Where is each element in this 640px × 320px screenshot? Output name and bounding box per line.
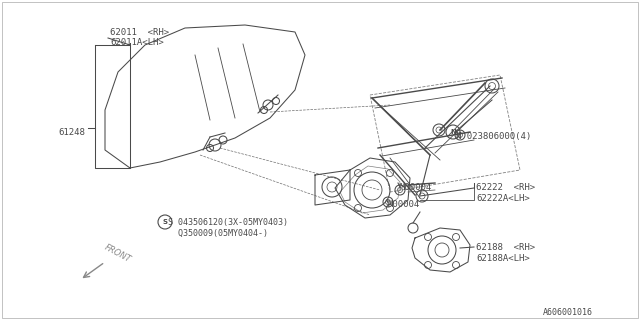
Text: N: N: [450, 129, 456, 135]
Text: M00004: M00004: [400, 183, 432, 192]
Text: FRONT: FRONT: [103, 243, 133, 265]
Text: 62188  <RH>: 62188 <RH>: [476, 243, 535, 252]
Text: N 023806000(4): N 023806000(4): [456, 132, 531, 141]
Text: A606001016: A606001016: [543, 308, 593, 317]
Text: M00004: M00004: [388, 200, 420, 209]
Text: 62011  <RH>: 62011 <RH>: [110, 28, 169, 37]
Text: S: S: [163, 219, 168, 225]
Text: Q350009(05MY0404-): Q350009(05MY0404-): [168, 229, 268, 238]
Text: S 043506120(3X-05MY0403): S 043506120(3X-05MY0403): [168, 218, 288, 227]
Text: 62222  <RH>: 62222 <RH>: [476, 183, 535, 192]
Text: 61248: 61248: [58, 128, 85, 137]
Text: 62222A<LH>: 62222A<LH>: [476, 194, 530, 203]
Text: 62011A<LH>: 62011A<LH>: [110, 38, 164, 47]
Text: 62188A<LH>: 62188A<LH>: [476, 254, 530, 263]
